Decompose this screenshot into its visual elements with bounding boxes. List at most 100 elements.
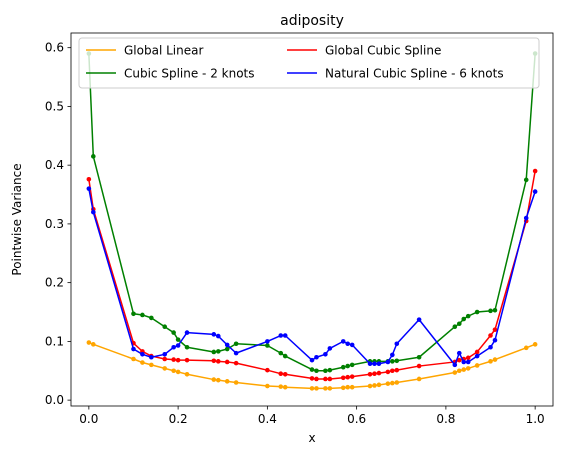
- data-point: [345, 363, 351, 369]
- data-point: [372, 361, 377, 367]
- data-point: [452, 324, 458, 330]
- data-point: [456, 357, 462, 363]
- data-point: [327, 376, 333, 382]
- data-point: [456, 368, 462, 374]
- data-point: [345, 384, 351, 390]
- data-point: [323, 352, 328, 357]
- data-point: [265, 383, 270, 389]
- data-point: [233, 360, 239, 366]
- x-axis-title: x: [308, 431, 315, 445]
- data-point: [149, 354, 154, 360]
- data-point: [211, 377, 217, 382]
- chart-title: adiposity: [280, 13, 344, 29]
- data-point: [390, 380, 395, 386]
- data-point: [314, 376, 319, 382]
- series-line-1: [88, 170, 536, 380]
- data-point: [91, 154, 96, 159]
- data-point: [211, 349, 217, 355]
- data-point: [224, 379, 230, 384]
- data-point: [340, 375, 346, 381]
- data-point: [314, 386, 319, 391]
- data-point: [86, 176, 92, 182]
- data-point: [390, 359, 395, 364]
- data-point: [465, 355, 471, 361]
- data-point: [340, 364, 346, 370]
- data-point: [314, 354, 319, 360]
- x-tick-label: 0.8: [436, 412, 455, 426]
- series-line-3: [88, 188, 536, 366]
- legend-label: Natural Cubic Spline - 6 knots: [325, 67, 504, 81]
- data-point: [224, 342, 230, 348]
- data-point: [492, 307, 498, 313]
- data-point: [390, 352, 395, 358]
- data-point: [278, 350, 284, 356]
- data-point: [86, 186, 92, 191]
- data-point: [367, 361, 373, 367]
- data-point: [224, 346, 230, 352]
- data-point: [340, 339, 346, 344]
- data-point: [149, 362, 154, 368]
- data-point: [488, 308, 493, 314]
- data-point: [309, 367, 315, 372]
- data-point: [452, 370, 458, 375]
- data-point: [131, 311, 136, 317]
- data-point: [282, 333, 288, 338]
- data-point: [372, 371, 377, 376]
- legend-label: Global Linear: [124, 44, 203, 58]
- y-tick-label: 0.5: [45, 99, 64, 113]
- data-point: [162, 356, 168, 362]
- data-point: [452, 362, 458, 368]
- data-point: [456, 350, 462, 356]
- data-point: [184, 344, 190, 350]
- data-point: [376, 382, 382, 388]
- data-point: [349, 362, 355, 368]
- data-point: [461, 316, 467, 322]
- data-point: [175, 369, 181, 375]
- plot-area: [70, 32, 554, 407]
- data-point: [184, 330, 190, 335]
- data-point: [171, 368, 176, 374]
- data-point: [282, 353, 288, 359]
- data-point: [162, 352, 168, 357]
- data-point: [175, 337, 181, 342]
- data-point: [376, 361, 382, 367]
- data-point: [456, 321, 462, 327]
- data-point: [171, 330, 176, 335]
- data-point: [233, 350, 239, 356]
- data-point: [367, 383, 373, 389]
- data-point: [523, 177, 529, 183]
- data-point: [416, 376, 422, 382]
- data-point: [532, 342, 538, 347]
- data-point: [461, 367, 467, 372]
- data-point: [211, 332, 217, 337]
- x-axis: 0.0 0.2 0.4 0.6 0.8 1.0: [79, 406, 545, 426]
- data-point: [394, 380, 400, 385]
- data-point: [390, 368, 395, 374]
- legend-box: [78, 37, 540, 89]
- x-tick-label: 0.2: [169, 412, 188, 426]
- x-tick-label: 0.0: [79, 412, 98, 426]
- data-point: [461, 359, 467, 365]
- data-point: [233, 380, 239, 385]
- data-point: [86, 340, 92, 345]
- data-point: [488, 344, 493, 350]
- data-point: [309, 386, 315, 391]
- data-point: [162, 324, 168, 330]
- data-point: [532, 189, 538, 194]
- data-point: [345, 341, 351, 347]
- data-point: [416, 363, 422, 369]
- series-line-0: [88, 341, 536, 390]
- data-point: [140, 312, 145, 318]
- data-point: [215, 377, 221, 383]
- data-point: [282, 371, 288, 377]
- data-point: [215, 359, 221, 364]
- data-point: [323, 386, 328, 391]
- data-point: [314, 368, 319, 374]
- data-point: [140, 352, 145, 357]
- data-point: [532, 168, 538, 174]
- data-point: [394, 341, 400, 347]
- y-tick-label: 0.4: [45, 158, 64, 172]
- data-point: [278, 384, 284, 389]
- data-point: [474, 353, 480, 359]
- x-tick-label: 0.6: [347, 412, 366, 426]
